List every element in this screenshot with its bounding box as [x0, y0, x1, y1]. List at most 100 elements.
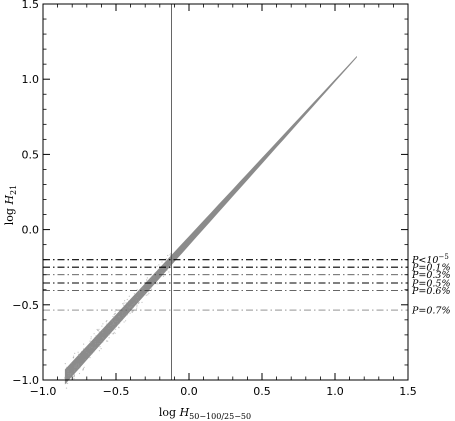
- scatter-point: [64, 377, 66, 379]
- y-tick-label: −0.5: [12, 299, 39, 312]
- scatter-point: [126, 298, 128, 301]
- scatter-point: [139, 289, 141, 291]
- scatter-point: [131, 311, 133, 313]
- scatter-point: [123, 316, 125, 318]
- scatter-point: [76, 367, 78, 369]
- scatter-point: [73, 377, 75, 379]
- scatter-point: [65, 368, 67, 370]
- scatter-point: [110, 332, 112, 334]
- scatter-point: [136, 296, 138, 299]
- scatter-point: [89, 357, 91, 359]
- scatter-point: [113, 331, 115, 333]
- threshold-lines: P<10−5P=0.1%P=0.3%P=0.5%P=0.6% P=0.7%: [43, 253, 451, 317]
- scatter-point: [102, 337, 104, 339]
- scatter-point: [96, 328, 98, 331]
- scatter-point: [124, 300, 126, 302]
- scatter-point: [77, 363, 79, 365]
- scatter-point: [115, 326, 117, 328]
- scatter-point: [161, 271, 163, 273]
- scatter-point: [79, 367, 81, 369]
- scatter-point: [82, 348, 85, 350]
- scatter-point: [113, 329, 115, 331]
- scatter-point: [118, 322, 121, 324]
- scatter-point: [82, 369, 84, 371]
- threshold-label: P=0.6%: [411, 286, 451, 297]
- scatter-point: [70, 376, 72, 378]
- x-tick-label: 0.5: [253, 385, 271, 398]
- scatter-point: [111, 320, 113, 322]
- scatter-point: [94, 346, 96, 348]
- scatter-point: [146, 280, 148, 282]
- scatter-point: [147, 294, 149, 296]
- scatter-point: [121, 319, 123, 321]
- scatter-point: [65, 381, 67, 383]
- scatter-point: [136, 306, 138, 308]
- scatter-point: [129, 306, 132, 308]
- scatter-point: [151, 283, 153, 285]
- scatter-point: [102, 331, 104, 333]
- scatter-point: [82, 367, 84, 370]
- scatter-point: [114, 310, 116, 312]
- scatter-point: [103, 327, 105, 329]
- scatter-point: [102, 341, 104, 343]
- scatter-point: [94, 343, 97, 345]
- scatter-point: [106, 335, 108, 337]
- scatter-point: [99, 340, 101, 343]
- scatter-point: [148, 292, 150, 294]
- y-tick-label: 1.5: [22, 0, 40, 11]
- scatter-point: [145, 294, 147, 296]
- scatter-point: [118, 326, 120, 328]
- scatter-point: [90, 336, 92, 338]
- scatter-point: [102, 323, 104, 325]
- scatter-point: [99, 346, 101, 348]
- scatter-point: [106, 320, 108, 322]
- scatter-point: [84, 350, 86, 352]
- scatter-point: [136, 308, 138, 310]
- scatter-point: [66, 366, 68, 368]
- scatter-point: [153, 274, 155, 276]
- scatter-point: [74, 352, 76, 354]
- scatter-point: [67, 373, 69, 375]
- scatter-point: [126, 314, 128, 316]
- scatter-point: [83, 366, 85, 368]
- scatter-point: [150, 277, 152, 279]
- y-tick-label: 1.0: [22, 73, 40, 86]
- y-tick-label: 0.5: [22, 148, 40, 161]
- scatter-point: [87, 353, 90, 355]
- scatter-point: [118, 312, 120, 314]
- scatter-point: [143, 293, 145, 295]
- scatter-point: [138, 291, 141, 293]
- scatter-point: [68, 375, 70, 377]
- scatter-point: [93, 333, 95, 335]
- scatter-point: [128, 302, 130, 304]
- scatter-point: [119, 317, 121, 319]
- scatter-point: [112, 326, 114, 328]
- scatter-point: [102, 330, 104, 332]
- x-tick-label: 1.0: [326, 385, 344, 398]
- scatter-point: [123, 304, 125, 306]
- x-axis-label: log H50−100/25−50: [159, 406, 251, 421]
- scatter-point: [114, 332, 116, 334]
- scatter-point: [73, 376, 75, 378]
- scatter-point: [135, 300, 137, 302]
- scatter-point: [93, 337, 96, 339]
- scatter-point: [156, 282, 158, 284]
- scatter-point: [110, 324, 112, 327]
- scatter-point: [64, 376, 66, 378]
- axis-ticks: −1.0 −0.5 0.0 0.5 1.0 1.5 −1.0 −0.5 0.0 0.5 1.0 1.5: [12, 0, 416, 398]
- scatter-point: [147, 290, 149, 293]
- scatter-point: [150, 288, 153, 290]
- y-tick-label: −1.0: [12, 374, 39, 387]
- scatter-point: [154, 272, 156, 274]
- threshold-label: P=0.7%: [411, 306, 451, 317]
- scatter-point: [84, 359, 86, 361]
- scatter-point: [86, 346, 88, 348]
- scatter-point: [102, 337, 104, 339]
- scatter-point: [161, 272, 163, 274]
- scatter-point: [78, 355, 80, 357]
- scatter-point: [112, 323, 114, 325]
- scatter-point: [149, 278, 151, 280]
- scatter-point: [162, 267, 164, 269]
- scatter-point: [98, 328, 100, 330]
- scatter-point: [108, 327, 110, 330]
